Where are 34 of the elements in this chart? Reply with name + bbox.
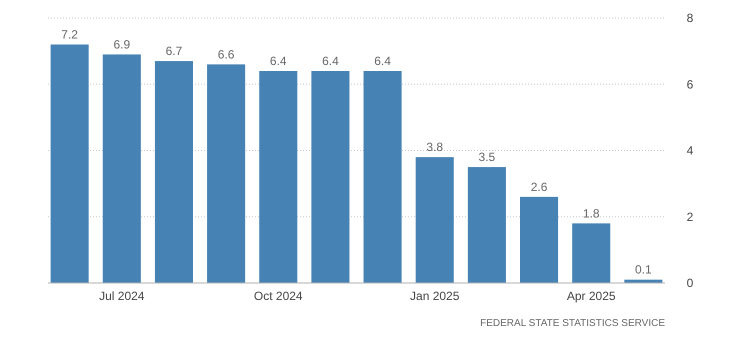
y-tick-label: 6 bbox=[686, 77, 694, 92]
y-tick-label: 2 bbox=[686, 210, 694, 224]
bar bbox=[207, 64, 246, 283]
data-label: 6.9 bbox=[113, 37, 130, 52]
bar bbox=[468, 167, 506, 283]
bar bbox=[520, 196, 558, 283]
y-tick-label: 4 bbox=[686, 144, 694, 158]
bar bbox=[102, 54, 141, 283]
data-label: 6.4 bbox=[270, 54, 287, 68]
data-label: 7.2 bbox=[61, 28, 78, 42]
bar bbox=[259, 71, 298, 283]
data-label: 2.6 bbox=[530, 180, 548, 194]
text: FEDERAL STATE STATISTICS SERVICE bbox=[480, 318, 666, 329]
bar bbox=[50, 44, 89, 283]
bar bbox=[154, 61, 193, 283]
x-tick-label: Jul 2024 bbox=[99, 289, 145, 303]
data-label: 1.8 bbox=[582, 206, 600, 220]
data-label: 6.6 bbox=[218, 47, 235, 62]
y-tick-label: 8 bbox=[686, 11, 694, 25]
bar bbox=[364, 71, 402, 283]
data-label: 3.5 bbox=[478, 150, 496, 164]
data-label: 6.7 bbox=[166, 44, 183, 58]
data-label: 0.1 bbox=[635, 262, 652, 277]
x-tick-label: Oct 2024 bbox=[254, 289, 303, 303]
bar bbox=[311, 71, 350, 283]
bar bbox=[624, 280, 662, 283]
x-tick-label: Jan 2025 bbox=[410, 289, 460, 303]
data-label: 3.8 bbox=[426, 140, 444, 154]
data-label: 6.4 bbox=[322, 54, 340, 68]
bar bbox=[572, 223, 610, 283]
bar bbox=[416, 157, 454, 283]
x-tick-label: Apr 2025 bbox=[566, 289, 616, 303]
data-label: 6.4 bbox=[374, 54, 392, 68]
y-tick-label: 0 bbox=[686, 276, 694, 290]
